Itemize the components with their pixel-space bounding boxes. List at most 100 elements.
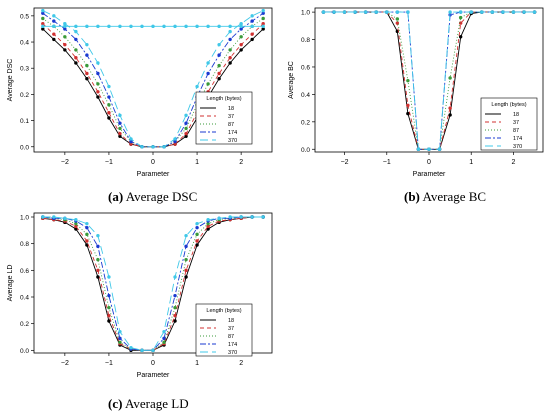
data-point — [162, 340, 166, 345]
y-tick-label: 0.4 — [20, 295, 29, 302]
data-point — [448, 106, 452, 110]
data-point — [173, 139, 177, 144]
data-point — [353, 10, 357, 14]
data-point — [250, 32, 254, 36]
data-point — [206, 217, 210, 222]
data-point — [332, 10, 336, 14]
data-point — [162, 24, 166, 29]
data-point — [217, 24, 221, 29]
y-tick-label: 1.0 — [301, 10, 310, 17]
data-point — [52, 32, 56, 36]
x-tick-label: 1 — [195, 360, 199, 367]
data-point — [140, 24, 144, 29]
data-point — [162, 336, 166, 341]
legend-entry: 370 — [513, 144, 522, 150]
chart-average-bc-plot: −2 −1 0 1 2 0.0 0.2 0.4 0.6 0.8 1.0 Parameter Averag… — [288, 7, 544, 178]
data-point — [184, 244, 188, 249]
y-tick-label: 0.2 — [301, 119, 310, 126]
chart-average-dsc-plot: −2 −1 0 1 2 0.0 0.1 0.2 0.3 0.4 0.5 Parameter Averag… — [7, 7, 273, 178]
data-point — [107, 84, 111, 89]
data-point — [52, 19, 56, 23]
caption-text: Average BC — [422, 189, 487, 204]
data-point — [206, 61, 210, 65]
data-point — [217, 76, 221, 81]
x-axis-label: Parameter — [137, 372, 170, 379]
legend-entry: 174 — [228, 130, 237, 136]
y-tick-label: 0.6 — [301, 64, 310, 71]
legend-entry: 37 — [513, 120, 519, 126]
data-point — [162, 329, 166, 334]
y-axis-label: Average BC — [288, 61, 295, 99]
data-point — [395, 21, 400, 25]
data-point — [96, 82, 100, 86]
y-tick-label: 0.1 — [20, 118, 29, 125]
data-point — [52, 37, 56, 42]
data-point — [96, 71, 100, 76]
data-point — [63, 24, 67, 29]
data-point — [395, 17, 400, 21]
data-point — [228, 56, 232, 60]
legend-entry: 87 — [228, 122, 234, 128]
data-point — [406, 10, 410, 14]
data-point — [85, 225, 89, 230]
data-point — [118, 340, 122, 345]
data-point — [74, 24, 78, 29]
data-point — [173, 24, 177, 29]
data-point — [239, 215, 243, 219]
data-point — [107, 319, 111, 323]
legend-entry: 370 — [228, 138, 237, 144]
data-point — [85, 221, 89, 226]
data-point — [52, 24, 56, 29]
data-point — [74, 61, 78, 65]
data-point — [184, 134, 188, 138]
data-point — [184, 275, 188, 279]
data-point — [173, 137, 177, 141]
data-point — [458, 10, 463, 14]
data-point — [129, 142, 133, 146]
data-point — [151, 24, 155, 29]
caption-letter: (b) — [404, 189, 420, 204]
y-tick-label: 0.0 — [301, 147, 310, 154]
data-point — [41, 215, 45, 219]
data-point — [239, 24, 243, 29]
data-point — [261, 16, 265, 21]
data-point — [448, 113, 452, 117]
data-point — [184, 257, 188, 262]
data-point — [129, 24, 133, 29]
data-point — [107, 103, 111, 107]
data-point — [363, 10, 368, 14]
data-point — [195, 221, 199, 226]
data-point — [96, 268, 100, 273]
data-point — [490, 10, 495, 14]
series-line-370 — [42, 216, 264, 351]
y-tick-label: 0.2 — [20, 92, 29, 99]
legend-title: Length (bytes) — [491, 102, 526, 108]
data-point — [63, 216, 67, 221]
data-point — [129, 345, 133, 350]
data-point — [129, 137, 133, 141]
data-point — [217, 71, 221, 76]
data-point — [74, 29, 78, 34]
data-point — [107, 24, 111, 29]
caption-letter: (a) — [108, 189, 124, 204]
data-point — [228, 48, 232, 52]
data-point — [140, 145, 144, 149]
data-point — [228, 215, 232, 219]
data-point — [162, 145, 166, 149]
legend-title: Length (bytes) — [206, 96, 241, 102]
legend-entry: 18 — [228, 318, 234, 324]
data-point — [261, 22, 265, 26]
data-point — [261, 8, 265, 13]
legend-entry: 87 — [228, 334, 234, 340]
data-point — [96, 244, 100, 249]
data-point — [85, 232, 89, 237]
chart-average-ld-plot: −2 −1 0 1 2 0.0 0.2 0.4 0.6 0.8 1.0 Parameter Averag… — [7, 212, 273, 379]
data-point — [107, 275, 111, 279]
data-point — [206, 82, 210, 86]
data-point — [385, 10, 389, 14]
data-point — [41, 27, 45, 31]
data-point — [228, 29, 232, 34]
data-point — [63, 48, 67, 52]
data-point — [261, 27, 265, 31]
data-point — [96, 24, 100, 29]
